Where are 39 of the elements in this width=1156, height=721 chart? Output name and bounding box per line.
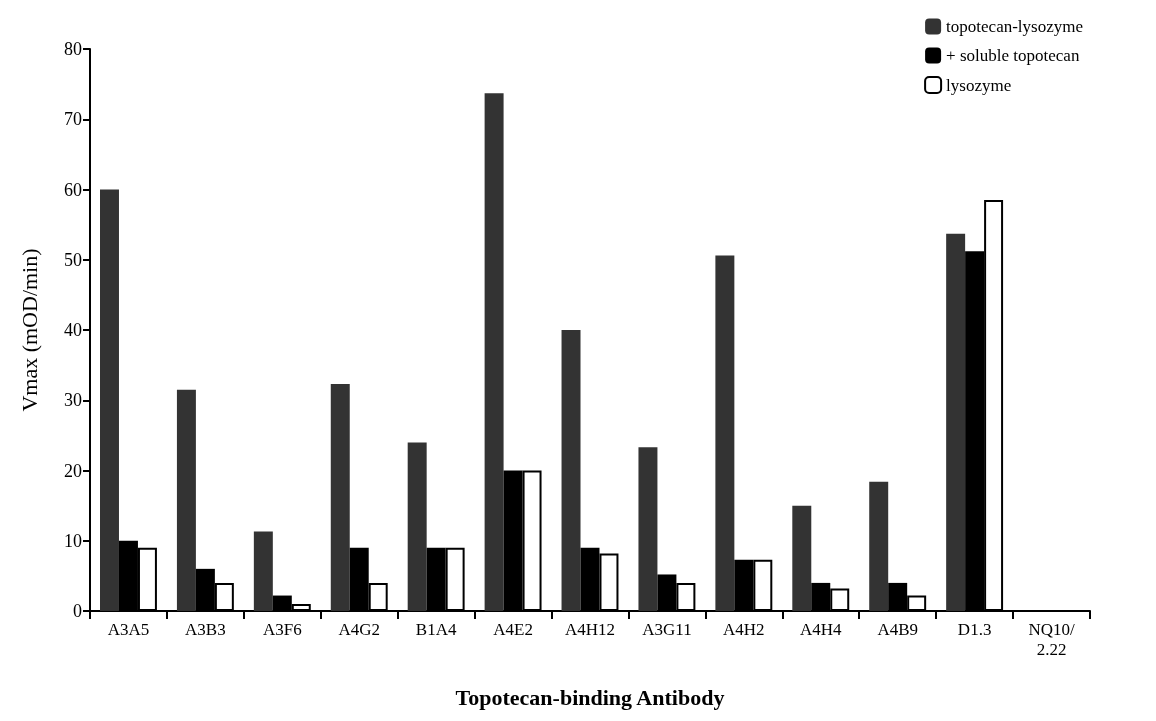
bar <box>330 384 350 611</box>
legend-label: + soluble topotecan <box>946 46 1080 65</box>
x-tick-label: A3F6 <box>262 619 302 639</box>
y-tick-label: 50 <box>64 249 82 270</box>
bar <box>715 255 735 611</box>
x-tick-label: A4B9 <box>877 619 918 639</box>
bar <box>484 93 504 611</box>
x-tick-label: A3A5 <box>107 619 150 639</box>
x-tick-label: A4H12 <box>564 619 616 639</box>
x-tick-label: A4E2 <box>493 619 533 639</box>
x-tick-label: A3G11 <box>642 619 692 639</box>
y-axis-title: Vmax (mOD/min) <box>16 248 42 412</box>
y-tick-label: 60 <box>64 179 82 200</box>
x-tick-label: A4G2 <box>338 619 381 639</box>
y-tick-label: 80 <box>64 39 82 59</box>
bar <box>176 389 196 611</box>
y-tick-label: 20 <box>64 460 82 481</box>
bar <box>792 505 812 611</box>
legend-label: lysozyme <box>946 75 1012 95</box>
y-tick-label: 0 <box>73 601 82 621</box>
x-tick-label: A3B3 <box>185 619 226 639</box>
bar <box>561 330 581 611</box>
bar <box>946 233 966 611</box>
x-tick-label: A4H2 <box>723 619 765 639</box>
bar <box>869 481 889 611</box>
y-tick-label: 70 <box>64 109 82 130</box>
x-axis-title: Topotecan-binding Antibody <box>455 684 725 710</box>
bar <box>638 447 658 611</box>
x-tick-label: D1.3 <box>957 619 992 639</box>
x-tick-label: A4H4 <box>799 619 843 639</box>
y-tick-label: 40 <box>64 320 82 340</box>
bar <box>100 189 119 611</box>
x-tick-label: NQ10/ 2.22 <box>1028 619 1075 659</box>
legend-label: topotecan-lysozyme <box>946 17 1084 36</box>
x-tick-label: B1A4 <box>415 619 457 639</box>
bar <box>407 442 427 611</box>
y-tick-label: 30 <box>64 390 82 411</box>
y-tick-label: 10 <box>64 530 82 551</box>
bar <box>253 531 273 611</box>
